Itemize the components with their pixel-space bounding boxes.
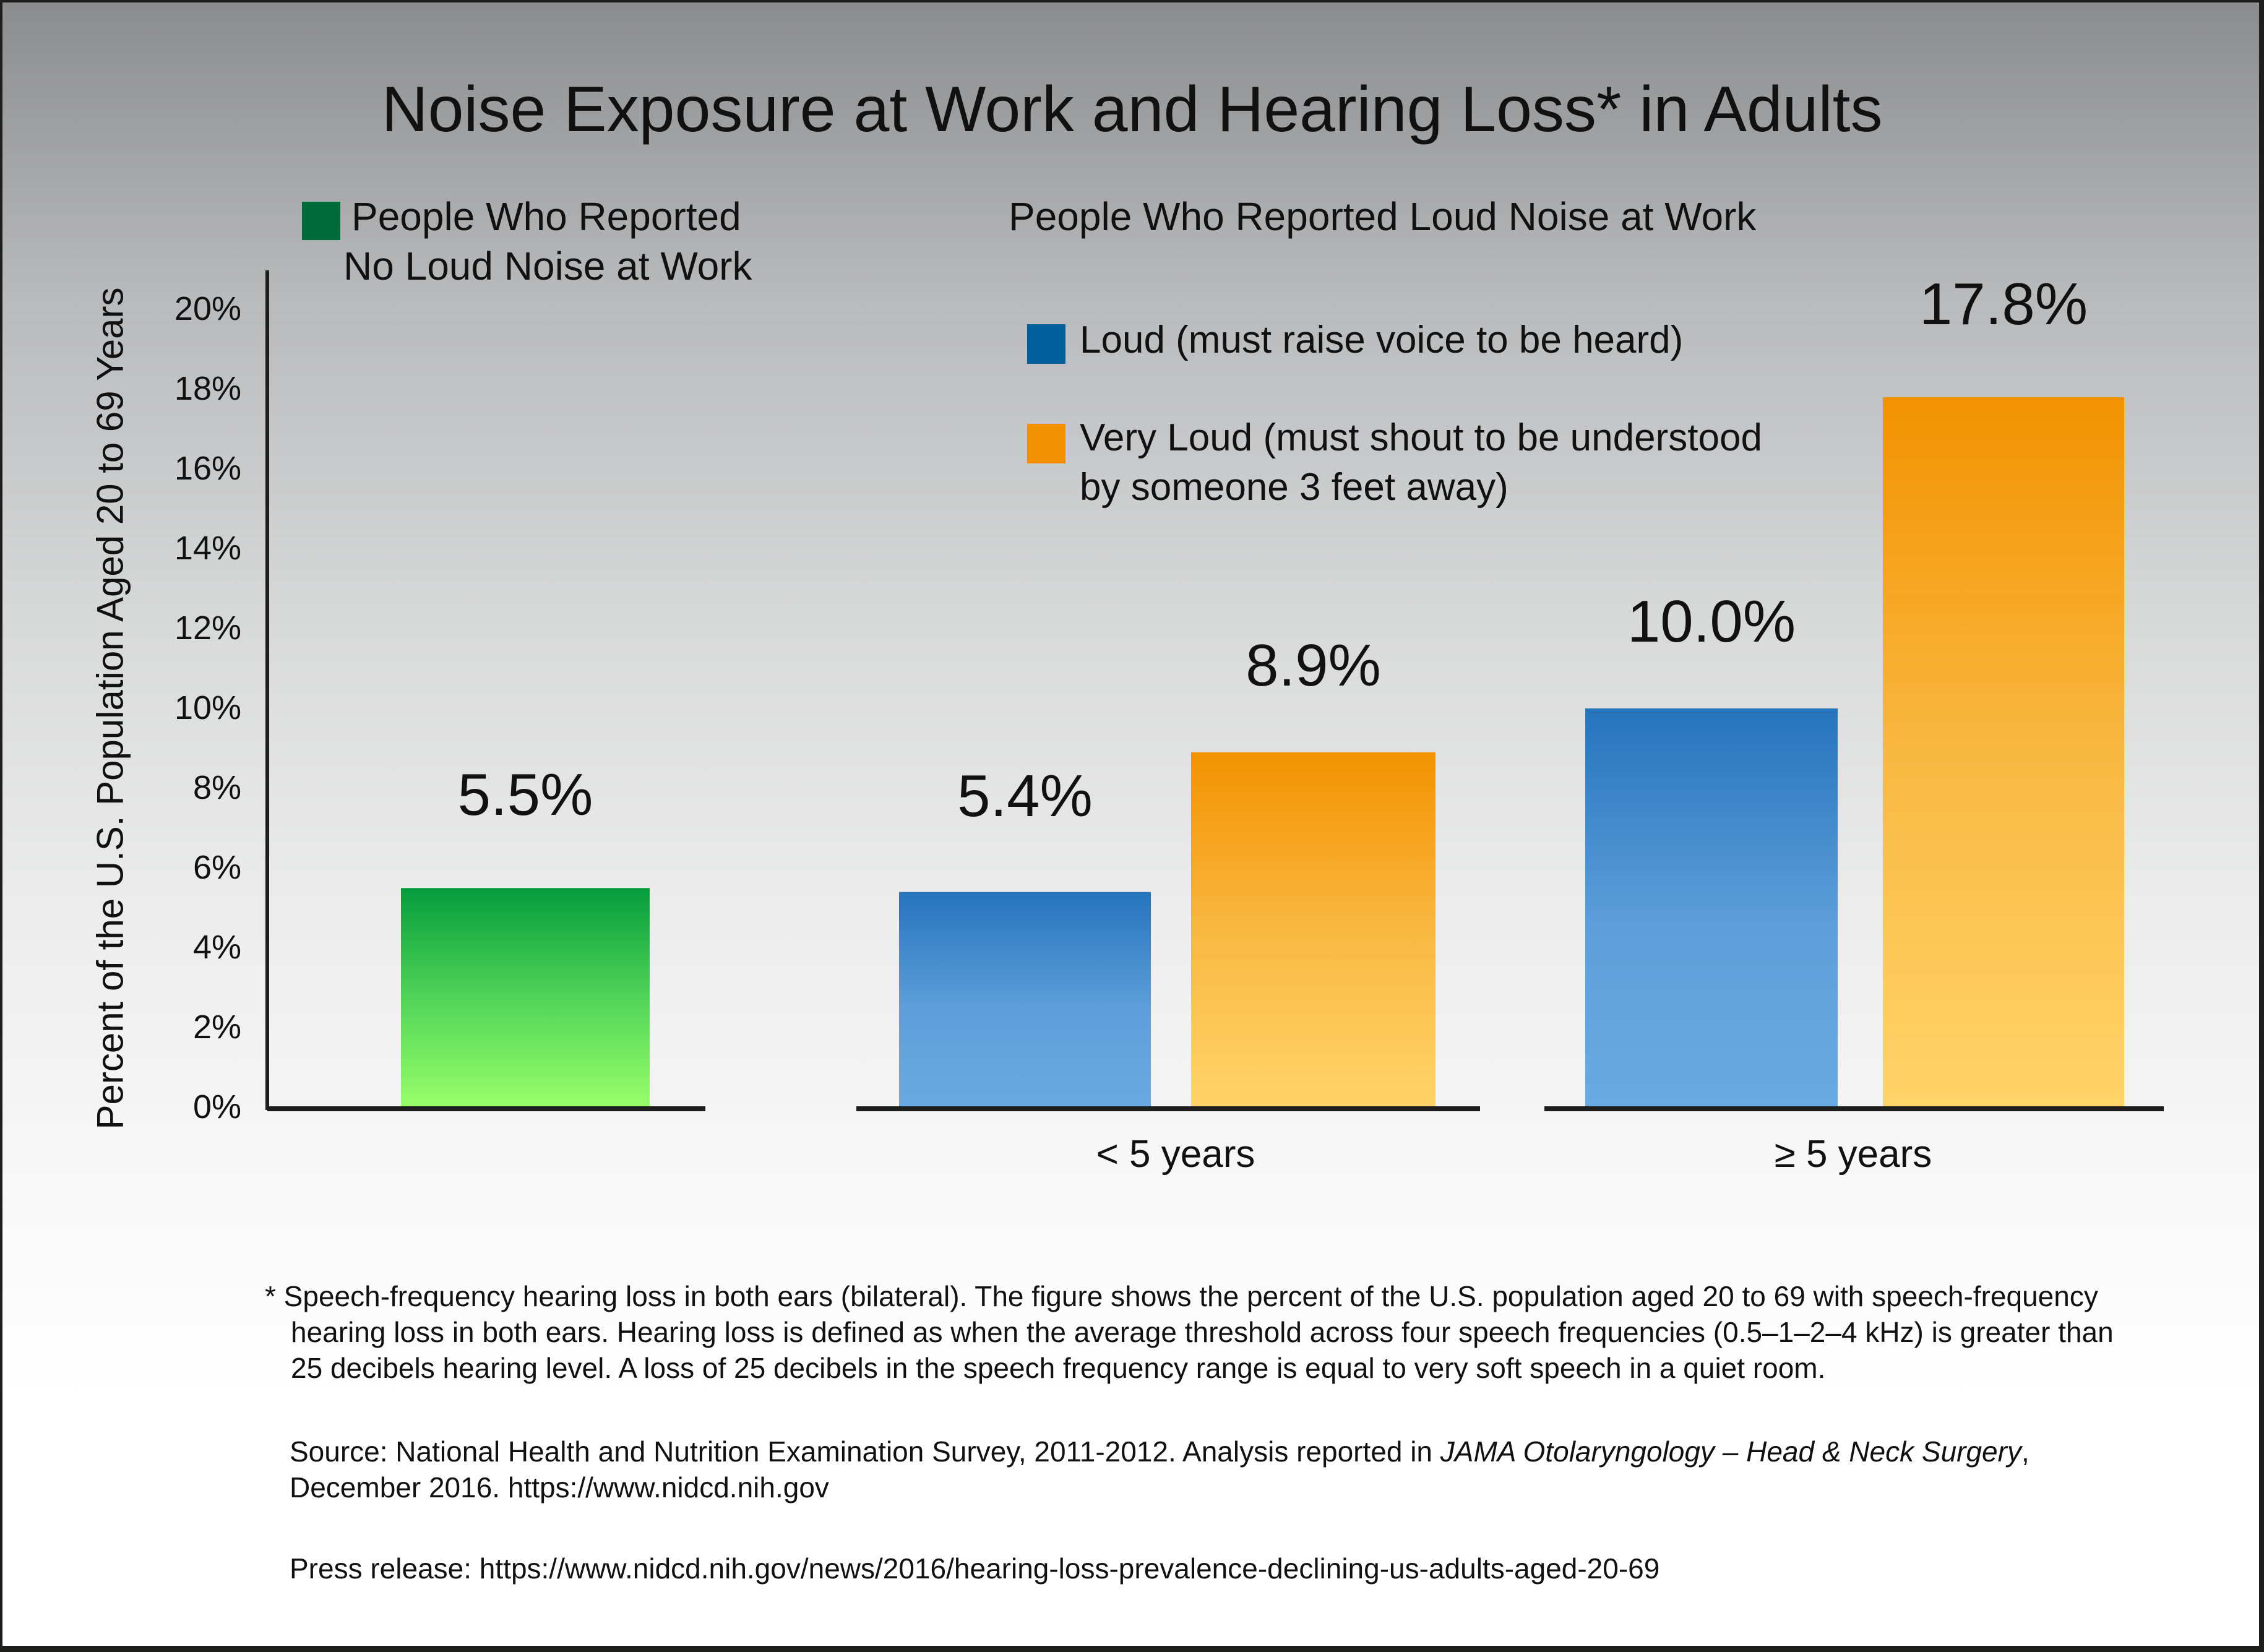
y-tick-label: 10% — [174, 689, 241, 726]
group-header-no-noise-line2: No Loud Noise at Work — [343, 244, 752, 288]
y-tick-label: 4% — [192, 929, 241, 966]
y-axis-line — [265, 270, 269, 1110]
y-tick-label: 16% — [174, 450, 241, 487]
footnote-source-line1: Source: National Health and Nutrition Ex… — [290, 1433, 2029, 1470]
value-label: 8.9% — [1246, 632, 1381, 699]
legend-label-very-loud-line1: Very Loud (must shout to be understood — [1080, 416, 1762, 459]
y-tick-label: 20% — [174, 290, 241, 327]
bar-lt5-very-loud — [1191, 752, 1435, 1108]
x-axis-baseline — [856, 1106, 1480, 1111]
y-tick-label: 6% — [192, 849, 241, 886]
value-label: 17.8% — [1919, 270, 2088, 337]
source-suffix: , — [2021, 1435, 2029, 1468]
footnote-definition-line2: hearing loss in both ears. Hearing loss … — [291, 1316, 2114, 1348]
x-axis-baseline — [1544, 1106, 2164, 1111]
bar-ge5-very-loud — [1883, 397, 2124, 1108]
x-category-label: < 5 years — [1096, 1133, 1255, 1176]
x-category-label: ≥ 5 years — [1774, 1133, 1932, 1176]
source-prefix: Source: National Health and Nutrition Ex… — [290, 1435, 1440, 1468]
bar-lt5-loud — [899, 892, 1151, 1108]
legend-label-very-loud-line2: by someone 3 feet away) — [1080, 466, 1509, 509]
value-label: 5.4% — [957, 762, 1093, 829]
bar-no-noise-none — [401, 888, 650, 1108]
y-tick-label: 14% — [174, 530, 241, 567]
y-tick-label: 18% — [174, 370, 241, 407]
x-axis-baseline — [267, 1106, 705, 1111]
footnote-definition-line3: 25 decibels hearing level. A loss of 25 … — [291, 1352, 1826, 1384]
legend-swatch-very-loud — [1027, 424, 1065, 463]
legend-swatch-no-noise — [302, 202, 340, 240]
bar-ge5-loud — [1585, 708, 1838, 1108]
group-header-loud-noise: People Who Reported Loud Noise at Work — [1009, 194, 1757, 239]
legend-label-loud: Loud (must raise voice to be heard) — [1080, 319, 1684, 361]
footnote-definition-line1: * Speech-frequency hearing loss in both … — [265, 1280, 2098, 1312]
footnote-press-release: Press release: https://www.nidcd.nih.gov… — [290, 1552, 1660, 1585]
group-header-no-noise-line1: People Who Reported — [351, 194, 741, 239]
y-tick-label: 2% — [192, 1009, 241, 1046]
chart-title: Noise Exposure at Work and Hearing Loss*… — [381, 74, 1883, 145]
footnote-source-line2: December 2016. https://www.nidcd.nih.gov — [290, 1471, 829, 1504]
y-tick-label: 8% — [192, 769, 241, 806]
value-label: 5.5% — [457, 762, 593, 828]
legend-swatch-loud — [1027, 324, 1065, 364]
value-label: 10.0% — [1627, 588, 1796, 655]
y-tick-label: 12% — [174, 609, 241, 647]
y-tick-label: 0% — [192, 1088, 241, 1125]
source-journal: JAMA Otolaryngology – Head & Neck Surger… — [1440, 1435, 2021, 1468]
